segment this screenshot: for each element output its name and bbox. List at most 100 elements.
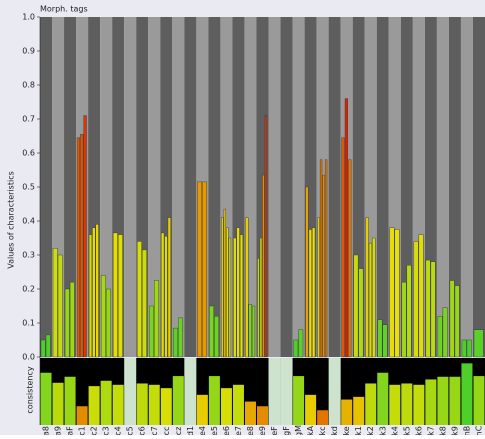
consistency-bar bbox=[88, 386, 100, 425]
y-axis-label: Values of characteristics bbox=[7, 171, 16, 269]
x-tick-label: a9 bbox=[54, 426, 63, 435]
bar bbox=[341, 137, 345, 358]
x-tick-label: k3 bbox=[378, 426, 387, 435]
consistency-bar bbox=[353, 396, 365, 425]
chart-title: Morph. tags bbox=[40, 5, 88, 14]
bar bbox=[377, 319, 383, 358]
bar bbox=[112, 232, 118, 358]
consistency-bar bbox=[461, 363, 473, 425]
y-tick-label: 0.4 bbox=[22, 217, 35, 226]
x-tick-label: k5 bbox=[402, 426, 411, 435]
band bbox=[208, 17, 221, 357]
bar bbox=[226, 227, 229, 358]
consistency-bar bbox=[401, 383, 413, 425]
x-tick-label: ke bbox=[342, 426, 351, 435]
x-tick-label: k9 bbox=[450, 426, 459, 435]
x-tick-label: nB bbox=[462, 426, 471, 435]
band bbox=[472, 17, 485, 357]
bar bbox=[251, 305, 256, 358]
bar bbox=[233, 237, 237, 358]
bar bbox=[88, 234, 93, 358]
bar bbox=[344, 98, 348, 358]
band bbox=[376, 17, 389, 357]
band bbox=[280, 17, 293, 357]
y-tick-label: 0.0 bbox=[22, 353, 35, 362]
consistency-bar bbox=[425, 379, 437, 425]
bar bbox=[40, 339, 46, 358]
x-tick-label: c5 bbox=[126, 426, 135, 435]
bar bbox=[248, 304, 252, 358]
band bbox=[184, 17, 197, 357]
bar bbox=[442, 307, 448, 358]
consistency-bar bbox=[293, 376, 305, 425]
bar bbox=[236, 227, 240, 358]
bar bbox=[228, 237, 232, 358]
bar bbox=[425, 259, 431, 358]
band bbox=[172, 17, 185, 357]
bar bbox=[52, 247, 58, 358]
x-tick-label: cc bbox=[162, 427, 171, 435]
y-tick-label: 0.7 bbox=[22, 115, 35, 124]
y-tick-label: 0.3 bbox=[22, 251, 35, 260]
bar bbox=[76, 137, 81, 358]
bar bbox=[293, 339, 299, 358]
band bbox=[100, 17, 113, 357]
x-tick-label: a8 bbox=[42, 426, 51, 435]
band bbox=[148, 17, 161, 357]
bar bbox=[473, 329, 484, 358]
bar bbox=[368, 242, 373, 358]
x-tick-label: eF bbox=[270, 426, 279, 435]
bar bbox=[64, 288, 70, 358]
y-tick-label: 0.1 bbox=[22, 319, 35, 328]
consistency-bar bbox=[64, 376, 76, 425]
x-tick-label: nC bbox=[474, 425, 483, 435]
bar bbox=[372, 237, 376, 358]
bar bbox=[461, 339, 467, 358]
band bbox=[292, 17, 305, 357]
y-tick-label: 0.9 bbox=[22, 47, 35, 56]
bar bbox=[449, 280, 455, 358]
x-tick-label: kc bbox=[318, 426, 327, 435]
bar bbox=[209, 305, 214, 358]
x-tick-label: e8 bbox=[246, 426, 255, 435]
bar bbox=[164, 236, 168, 358]
x-tick-label: c6 bbox=[138, 426, 147, 435]
consistency-bar bbox=[172, 376, 184, 425]
bar bbox=[167, 217, 171, 358]
bar bbox=[353, 254, 359, 358]
band bbox=[268, 17, 281, 357]
bar bbox=[322, 174, 325, 358]
bar bbox=[324, 159, 328, 358]
bar bbox=[262, 174, 265, 358]
bar bbox=[57, 254, 63, 358]
bar bbox=[466, 339, 472, 358]
bar bbox=[80, 134, 84, 358]
bar bbox=[389, 227, 395, 358]
x-tick-label: e4 bbox=[198, 426, 207, 435]
bar bbox=[161, 232, 165, 358]
x-tick-label: e5 bbox=[210, 426, 219, 435]
x-tick-label: c2 bbox=[90, 426, 99, 435]
bar bbox=[173, 327, 178, 358]
bar bbox=[214, 316, 220, 358]
x-tick-label: c1 bbox=[78, 426, 87, 435]
x-tick-label: e6 bbox=[222, 426, 231, 435]
bar bbox=[223, 208, 227, 358]
x-tick-label: e7 bbox=[234, 426, 243, 435]
consistency-empty bbox=[328, 358, 341, 425]
bar bbox=[298, 329, 304, 358]
bar bbox=[259, 237, 263, 358]
consistency-bar bbox=[413, 384, 425, 425]
x-tick-label: gM bbox=[294, 425, 303, 435]
consistency-bar bbox=[317, 410, 329, 425]
bar bbox=[149, 305, 154, 358]
consistency-bar bbox=[112, 384, 124, 425]
band bbox=[328, 17, 341, 357]
bar bbox=[413, 241, 419, 358]
bar bbox=[406, 265, 412, 358]
x-tick-label: c4 bbox=[114, 426, 123, 435]
consistency-bar bbox=[256, 406, 269, 425]
band bbox=[124, 17, 137, 357]
consistency-bar bbox=[148, 384, 160, 425]
consistency-bar bbox=[160, 388, 172, 425]
